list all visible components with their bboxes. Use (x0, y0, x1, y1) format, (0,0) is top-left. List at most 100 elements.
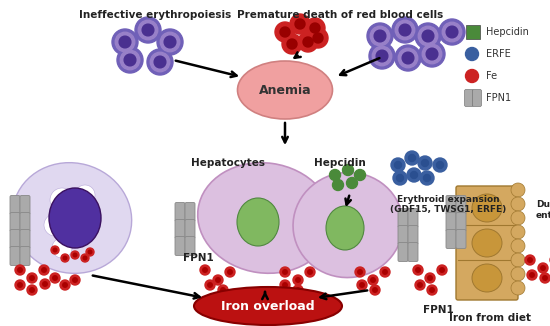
Text: FPN1: FPN1 (183, 253, 213, 263)
Circle shape (150, 52, 170, 72)
Ellipse shape (238, 61, 333, 119)
Text: Premature death of red blood cells: Premature death of red blood cells (237, 10, 443, 20)
Ellipse shape (472, 194, 502, 222)
Circle shape (358, 270, 362, 274)
FancyBboxPatch shape (446, 196, 456, 215)
Ellipse shape (237, 198, 279, 246)
Circle shape (308, 270, 312, 274)
Circle shape (216, 278, 220, 282)
Circle shape (391, 158, 405, 172)
Circle shape (120, 50, 140, 70)
FancyBboxPatch shape (175, 236, 185, 256)
Circle shape (413, 265, 423, 275)
Circle shape (154, 56, 166, 68)
FancyBboxPatch shape (408, 243, 418, 261)
Circle shape (426, 48, 438, 60)
Circle shape (82, 207, 98, 223)
Ellipse shape (293, 172, 403, 277)
Circle shape (393, 171, 407, 185)
Circle shape (383, 270, 387, 274)
Circle shape (86, 248, 94, 256)
Circle shape (164, 36, 176, 48)
Circle shape (39, 265, 49, 275)
Circle shape (50, 273, 60, 283)
Circle shape (415, 23, 441, 49)
Circle shape (367, 23, 393, 49)
Circle shape (296, 278, 300, 282)
Circle shape (511, 183, 525, 197)
FancyBboxPatch shape (456, 186, 518, 300)
Circle shape (88, 250, 92, 254)
Circle shape (439, 19, 465, 45)
Circle shape (83, 256, 87, 260)
Text: Fe: Fe (486, 71, 497, 81)
Circle shape (44, 214, 66, 236)
Text: Hepcidin: Hepcidin (314, 158, 366, 168)
Circle shape (313, 33, 323, 43)
Circle shape (346, 177, 358, 188)
Circle shape (437, 265, 447, 275)
Circle shape (51, 246, 59, 254)
Circle shape (528, 258, 532, 262)
Circle shape (282, 34, 302, 54)
Circle shape (527, 270, 537, 280)
Circle shape (329, 170, 340, 181)
Circle shape (63, 283, 67, 287)
Circle shape (416, 268, 420, 272)
FancyBboxPatch shape (185, 219, 195, 239)
Circle shape (427, 285, 437, 295)
Circle shape (530, 273, 534, 277)
Circle shape (40, 279, 50, 289)
Circle shape (511, 253, 525, 267)
FancyBboxPatch shape (10, 246, 20, 265)
Circle shape (205, 280, 215, 290)
Circle shape (228, 270, 232, 274)
FancyBboxPatch shape (398, 209, 408, 228)
Ellipse shape (49, 188, 101, 248)
Circle shape (73, 253, 77, 257)
Circle shape (424, 174, 431, 182)
Circle shape (397, 174, 404, 182)
FancyBboxPatch shape (10, 213, 20, 231)
Circle shape (402, 52, 414, 64)
FancyBboxPatch shape (408, 209, 418, 228)
Circle shape (511, 197, 525, 211)
FancyBboxPatch shape (456, 230, 466, 248)
Circle shape (422, 44, 442, 64)
Circle shape (370, 26, 390, 46)
Circle shape (71, 251, 79, 259)
Circle shape (437, 161, 443, 169)
Circle shape (376, 50, 388, 62)
FancyBboxPatch shape (408, 226, 418, 244)
Circle shape (511, 225, 525, 239)
FancyBboxPatch shape (10, 230, 20, 248)
Circle shape (418, 283, 422, 287)
Circle shape (61, 254, 69, 262)
Circle shape (63, 256, 67, 260)
Circle shape (419, 41, 445, 67)
FancyBboxPatch shape (175, 219, 185, 239)
Circle shape (27, 273, 37, 283)
Circle shape (407, 168, 421, 182)
Circle shape (395, 45, 421, 71)
Circle shape (422, 30, 434, 42)
Circle shape (73, 221, 91, 239)
Text: FPN1: FPN1 (422, 305, 453, 315)
FancyBboxPatch shape (456, 213, 466, 231)
Circle shape (511, 281, 525, 295)
Circle shape (380, 267, 390, 277)
Circle shape (43, 282, 47, 286)
Ellipse shape (194, 287, 342, 325)
Circle shape (15, 265, 25, 275)
Circle shape (221, 288, 225, 292)
Circle shape (405, 151, 419, 165)
Circle shape (373, 288, 377, 292)
Ellipse shape (326, 206, 364, 250)
Circle shape (399, 24, 411, 36)
Circle shape (296, 288, 300, 292)
Circle shape (525, 255, 535, 265)
Text: Hepcidin: Hepcidin (486, 27, 529, 37)
FancyBboxPatch shape (446, 230, 456, 248)
Circle shape (355, 267, 365, 277)
Circle shape (119, 36, 131, 48)
